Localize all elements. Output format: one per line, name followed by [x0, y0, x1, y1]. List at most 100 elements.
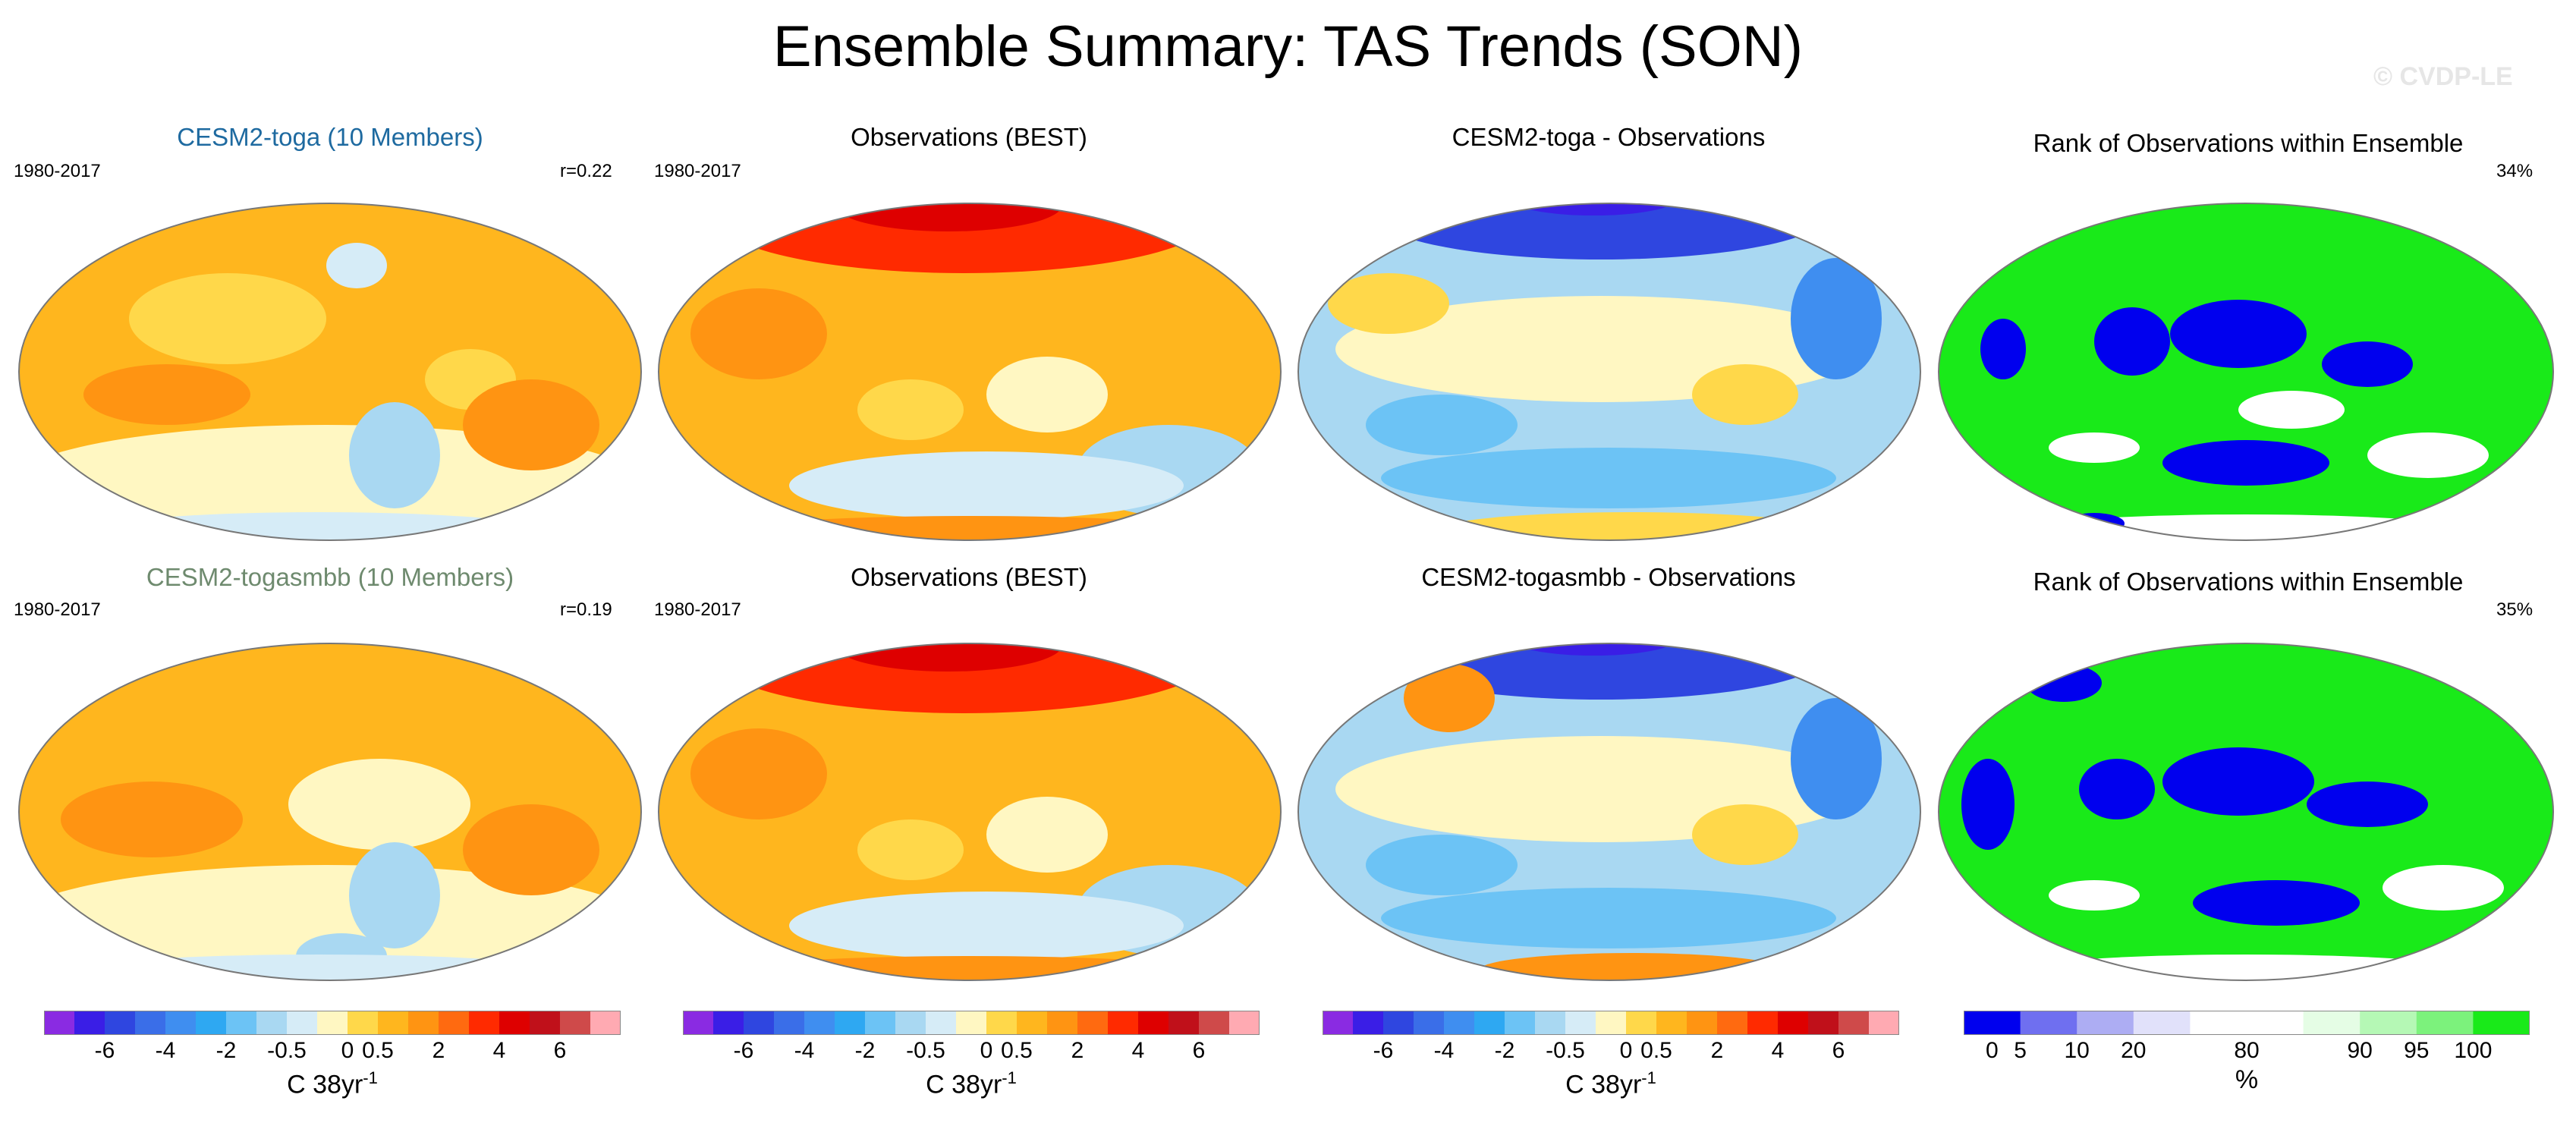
- colorbar-trend-3-swatch: [1687, 1011, 1718, 1035]
- colorbar-rank-swatch: [2077, 1011, 2134, 1035]
- panel-title-rank-1: Rank of Observations within Ensemble: [2033, 129, 2464, 157]
- colorbar-trend-2-swatch: [1077, 1011, 1109, 1035]
- colorbar-rank-tick-label: 20: [2121, 1038, 2147, 1063]
- colorbar-trend-1-tick-label: 0.5: [362, 1038, 394, 1063]
- colorbar-trend-3-tick-label: -4: [1433, 1038, 1455, 1063]
- colorbar-trend-3-swatch: [1323, 1011, 1354, 1035]
- panel-title-diff-2: CESM2-togasmbb - Observations: [1421, 563, 1796, 591]
- colorbar-trend-2-swatch: [895, 1011, 926, 1035]
- colorbar-trend-1-tick-label: 4: [492, 1038, 506, 1063]
- colorbar-trend-2-swatch: [1229, 1011, 1260, 1035]
- colorbar-trend-1-swatch: [226, 1011, 257, 1035]
- colorbar-trend-3-swatch: [1869, 1011, 1899, 1035]
- colorbar-trend-1-tick-label: 0: [341, 1038, 354, 1063]
- panel-title-diff-1: CESM2-toga - Observations: [1452, 123, 1766, 151]
- colorbar-trend-2-swatch: [1199, 1011, 1230, 1035]
- colorbar-trend-3-tick-label: 4: [1771, 1038, 1785, 1063]
- colorbar-trend-2-swatch: [986, 1011, 1018, 1035]
- colorbar-rank-swatch: [2247, 1011, 2304, 1035]
- colorbar-trend-1-swatch: [165, 1011, 197, 1035]
- watermark: © CVDP-LE: [2373, 62, 2513, 91]
- colorbar-trend-3-swatch: [1717, 1011, 1748, 1035]
- colorbar-trend-3-swatch: [1596, 1011, 1627, 1035]
- colorbar-trend-1-swatch: [256, 1011, 288, 1035]
- colorbar-trend-3-swatch: [1747, 1011, 1779, 1035]
- map-rank-2: [1939, 643, 2553, 980]
- colorbar-trend-3-swatch: [1565, 1011, 1596, 1035]
- colorbar-rank-swatch: [2020, 1011, 2077, 1035]
- colorbar-trend-1: [44, 1011, 621, 1035]
- colorbar-trend-3-tick-label: 0.5: [1640, 1038, 1672, 1063]
- colorbar-trend-2: [683, 1011, 1260, 1035]
- colorbar-rank: [1964, 1011, 2530, 1035]
- colorbar-trend-3-swatch: [1383, 1011, 1414, 1035]
- colorbar-trend-3-tick-label: 2: [1710, 1038, 1724, 1063]
- map-model-trend-2: [19, 643, 641, 980]
- colorbar-trend-2-tick-label: 2: [1071, 1038, 1084, 1063]
- colorbar-trend-1-swatch: [499, 1011, 530, 1035]
- colorbar-units-3: C 38yr-1: [1565, 1068, 1656, 1099]
- colorbar-rank-swatch: [2303, 1011, 2361, 1035]
- map-rank-1: [1939, 203, 2553, 540]
- colorbar-trend-3-tick-label: -0.5: [1546, 1038, 1585, 1063]
- colorbar-trend-2-swatch: [774, 1011, 805, 1035]
- colorbar-trend-3-swatch: [1626, 1011, 1657, 1035]
- colorbar-trend-1-swatch: [44, 1011, 75, 1035]
- colorbar-rank-swatch: [1964, 1011, 2021, 1035]
- correlation-label-1: r=0.22: [560, 161, 612, 181]
- correlation-label-2: r=0.19: [560, 599, 612, 620]
- colorbar-trend-1-tick-label: 2: [432, 1038, 445, 1063]
- period-label-obs-2: 1980-2017: [654, 599, 741, 620]
- colorbar-trend-2-tick-label: 0: [980, 1038, 993, 1063]
- colorbar-trend-2-swatch: [956, 1011, 987, 1035]
- colorbar-trend-3-tick-label: -6: [1373, 1038, 1394, 1063]
- colorbar-rank-tick-label: 100: [2454, 1038, 2493, 1063]
- colorbar-trend-3-swatch: [1474, 1011, 1505, 1035]
- colorbar-trend-3-swatch: [1444, 1011, 1475, 1035]
- colorbar-rank-tick-label: 80: [2234, 1038, 2260, 1063]
- colorbar-trend-2-swatch: [804, 1011, 835, 1035]
- colorbar-trend-1-tick-label: -2: [215, 1038, 237, 1063]
- colorbar-trend-2-tick-label: 4: [1131, 1038, 1145, 1063]
- map-difference-1: [1298, 203, 1920, 540]
- colorbar-trend-1-swatch: [348, 1011, 379, 1035]
- panel-title-obs-1: Observations (BEST): [851, 123, 1087, 151]
- map-difference-2: [1298, 643, 1920, 980]
- colorbar-trend-3-swatch: [1808, 1011, 1839, 1035]
- colorbar-trend-2-swatch: [713, 1011, 744, 1035]
- rank-percent-2: 35%: [2496, 599, 2534, 620]
- panel-title-model-2: CESM2-togasmbb (10 Members): [146, 563, 514, 591]
- colorbar-trend-1-swatch: [590, 1011, 621, 1035]
- period-label-obs-1: 1980-2017: [654, 161, 741, 181]
- period-label-model-1: 1980-2017: [14, 161, 101, 181]
- colorbar-trend-1-swatch: [408, 1011, 439, 1035]
- colorbar-trend-2-swatch: [683, 1011, 714, 1035]
- map-observed-trend-2: [659, 643, 1281, 980]
- panel-title-rank-2: Rank of Observations within Ensemble: [2033, 568, 2464, 596]
- colorbar-trend-2-tick-label: -6: [733, 1038, 754, 1063]
- colorbar-units-2: C 38yr-1: [926, 1068, 1017, 1099]
- colorbar-trend-1-swatch: [196, 1011, 227, 1035]
- panel-title-model-1: CESM2-toga (10 Members): [177, 123, 483, 151]
- colorbar-units-1: C 38yr-1: [287, 1068, 378, 1099]
- colorbar-rank-tick-label: 5: [2014, 1038, 2027, 1063]
- colorbar-trend-1-swatch: [74, 1011, 105, 1035]
- figure-title: Ensemble Summary: TAS Trends (SON): [772, 14, 1804, 79]
- colorbar-trend-3-swatch: [1656, 1011, 1687, 1035]
- colorbar-trend-2-swatch: [835, 1011, 866, 1035]
- colorbar-trend-1-swatch: [105, 1011, 136, 1035]
- colorbar-trend-3-tick-label: -2: [1494, 1038, 1515, 1063]
- colorbar-units-rank: %: [2235, 1065, 2259, 1094]
- colorbar-trend-3-swatch: [1505, 1011, 1536, 1035]
- colorbar-trend-1-tick-label: -6: [94, 1038, 115, 1063]
- period-label-model-2: 1980-2017: [14, 599, 101, 620]
- colorbar-trend-2-tick-label: 6: [1192, 1038, 1206, 1063]
- rank-percent-1: 34%: [2496, 161, 2534, 181]
- colorbar-trend-3-swatch: [1535, 1011, 1566, 1035]
- colorbar-trend-1-swatch: [378, 1011, 409, 1035]
- colorbar-rank-tick-label: 90: [2347, 1038, 2373, 1063]
- colorbar-trend-2-swatch: [1017, 1011, 1048, 1035]
- colorbar-trend-3-swatch: [1838, 1011, 1870, 1035]
- colorbar-trend-1-swatch: [287, 1011, 318, 1035]
